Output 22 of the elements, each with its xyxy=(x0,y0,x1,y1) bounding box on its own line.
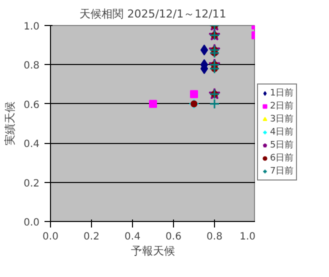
x-tick-label: 0.0 xyxy=(42,232,58,242)
y-axis-title: 実績天候 xyxy=(4,102,17,146)
x-tick-label: 0.4 xyxy=(124,232,140,242)
x-tick-label: 1.0 xyxy=(240,232,256,242)
legend-label: 3日前 xyxy=(270,113,294,125)
legend-label: 7日前 xyxy=(270,165,294,177)
y-tick-label: 1.0 xyxy=(24,22,40,32)
x-tick-label: 0.8 xyxy=(206,232,222,242)
y-tick-label: 0.0 xyxy=(24,218,40,228)
chart-title: 天候相関 2025/12/1～12/11 xyxy=(80,8,226,20)
legend-label: 4日前 xyxy=(270,126,294,138)
legend-label: 2日前 xyxy=(270,100,294,112)
y-tick-label: 0.4 xyxy=(24,139,40,150)
x-tick-label: 0.6 xyxy=(166,232,182,242)
x-tick-label: 0.2 xyxy=(84,232,100,242)
legend-label: 6日前 xyxy=(270,152,294,164)
y-tick-label: 0.2 xyxy=(24,178,40,190)
x-axis-title: 予報天候 xyxy=(131,244,175,258)
legend-label: 1日前 xyxy=(270,87,294,99)
y-tick-label: 0.8 xyxy=(24,60,40,72)
legend-label: 5日前 xyxy=(270,139,294,151)
y-tick-label: 0.6 xyxy=(24,100,40,111)
